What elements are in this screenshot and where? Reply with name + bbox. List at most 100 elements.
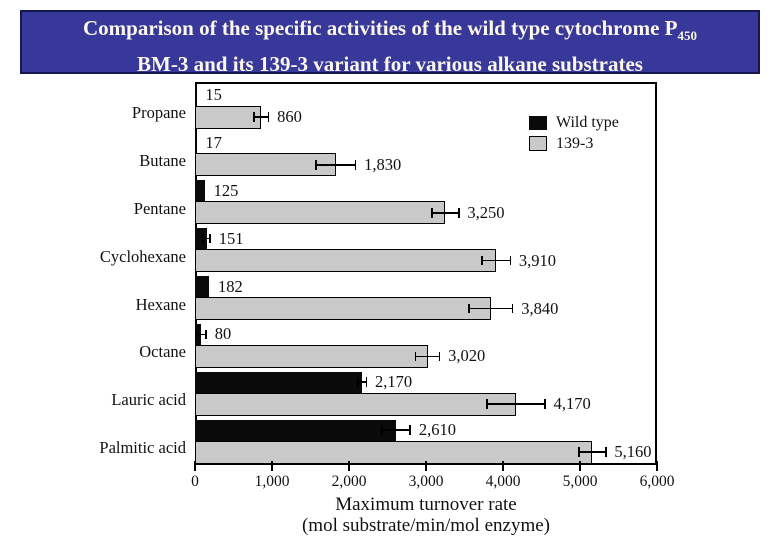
bar-value-label: 3,910 — [518, 250, 557, 270]
x-tick-label: 1,000 — [254, 473, 290, 490]
y-axis-line — [195, 82, 198, 465]
bar-value-label: 151 — [218, 228, 244, 248]
x-tick-label: 0 — [191, 473, 199, 490]
plot-frame-right — [655, 82, 657, 465]
error-bar-line — [316, 164, 356, 166]
error-bar-cap — [481, 255, 483, 266]
error-bar-line — [469, 307, 513, 310]
bar-139-3 — [195, 201, 446, 225]
slide-title-text: Comparison of the specific activities of… — [82, 16, 678, 40]
error-bar-line — [432, 211, 459, 214]
error-bar-cap — [509, 255, 512, 266]
bar-wild-type — [195, 276, 209, 297]
x-axis-tick — [348, 461, 350, 471]
bar-wild-type — [195, 228, 207, 250]
error-bar-line — [203, 237, 210, 240]
x-axis-tick — [194, 461, 196, 471]
category-label: Octane — [139, 342, 186, 362]
error-bar-cap — [467, 303, 470, 314]
bar-value-label: 125 — [213, 180, 239, 200]
plot-frame-top — [195, 82, 657, 84]
error-bar-line — [482, 259, 510, 262]
error-bar-cap — [357, 377, 359, 388]
category-label: Hexane — [135, 294, 186, 314]
legend-label-wild-type: Wild type — [556, 113, 619, 131]
legend-swatch-wild-type — [529, 115, 547, 130]
error-bar-cap — [205, 329, 207, 340]
x-axis-tick — [579, 461, 581, 471]
error-bar-line — [196, 333, 206, 336]
x-axis-tick — [271, 461, 273, 471]
x-tick-label: 6,000 — [639, 473, 675, 490]
legend-label-139-3: 139-3 — [556, 134, 594, 152]
category-label: Cyclohexane — [99, 246, 186, 266]
error-bar-cap — [430, 207, 433, 218]
bar-value-label: 2,170 — [374, 372, 413, 392]
error-bar-cap — [605, 447, 607, 457]
x-tick-label: 4,000 — [485, 473, 521, 490]
bar-value-label: 80 — [214, 324, 232, 344]
legend-item-wild-type: Wild type — [529, 112, 619, 133]
bar-value-label: 5,160 — [614, 442, 652, 462]
category-label: Propane — [131, 103, 186, 122]
bar-value-label: 4,170 — [553, 394, 591, 414]
bar-value-label: 15 — [205, 85, 222, 104]
error-bar-line — [487, 403, 545, 406]
category-label: Butane — [139, 150, 186, 170]
x-axis-tick — [502, 461, 504, 471]
error-bar-cap — [486, 399, 488, 410]
error-bar-cap — [195, 329, 197, 340]
x-axis-label-line2: (mol substrate/min/mol enzyme) — [301, 515, 550, 536]
bar-value-label: 17 — [205, 132, 222, 152]
error-bar-cap — [354, 160, 357, 170]
bar-139-3 — [195, 297, 491, 320]
error-bar-cap — [457, 207, 460, 218]
bar-wild-type — [195, 84, 197, 106]
error-bar-line — [254, 116, 269, 118]
error-bar-cap — [267, 112, 270, 122]
bar-wild-type — [195, 180, 205, 202]
x-tick-label: 3,000 — [408, 473, 444, 490]
error-bar-cap — [253, 112, 255, 122]
bar-139-3 — [195, 344, 428, 368]
x-axis-tick — [656, 461, 658, 471]
slide-title-line2: BM-3 and its 139-3 variant for various a… — [137, 52, 643, 77]
error-bar-cap — [202, 233, 204, 244]
plot-area: 15 860 17 1,830 125 3,250 151 3,910 182 3,840 80 3,… — [195, 82, 657, 465]
bar-wild-type — [195, 132, 197, 154]
bar-value-label: 2,610 — [418, 420, 456, 440]
bar-139-3 — [195, 440, 593, 464]
error-bar-line — [382, 429, 410, 431]
x-axis-label-line1: Maximum turnover rate — [335, 494, 517, 515]
x-tick-label: 2,000 — [331, 473, 367, 490]
error-bar-line — [415, 355, 440, 358]
bar-value-label: 860 — [277, 107, 302, 126]
bar-wild-type — [195, 419, 396, 441]
category-label: Lauric acid — [111, 390, 186, 410]
bar-wild-type — [195, 371, 363, 393]
bar-139-3 — [195, 392, 517, 416]
slide-title-line1: Comparison of the specific activities of… — [22, 14, 758, 50]
error-bar-cap — [544, 399, 546, 410]
bar-value-label: 1,830 — [364, 154, 402, 174]
bar-value-label: 182 — [218, 276, 243, 296]
legend-item-139-3: 139-3 — [529, 133, 619, 154]
bar-value-label: 3,250 — [467, 202, 505, 222]
error-bar-cap — [578, 447, 580, 457]
bar-value-label: 3,840 — [521, 298, 559, 318]
bar-value-label: 3,020 — [448, 346, 486, 366]
legend: Wild type 139-3 — [529, 112, 619, 154]
error-bar-cap — [380, 425, 383, 435]
error-bar-cap — [409, 425, 412, 435]
legend-swatch-139-3 — [529, 136, 547, 151]
category-label: Palmitic acid — [99, 438, 186, 458]
x-tick-label: 5,000 — [562, 473, 598, 490]
error-bar-cap — [438, 351, 441, 362]
error-bar-cap — [209, 233, 211, 244]
slide-title-banner: Comparison of the specific activities of… — [20, 10, 760, 76]
x-axis-tick — [425, 461, 427, 471]
error-bar-cap — [315, 160, 318, 170]
category-label: Pentane — [133, 198, 186, 218]
